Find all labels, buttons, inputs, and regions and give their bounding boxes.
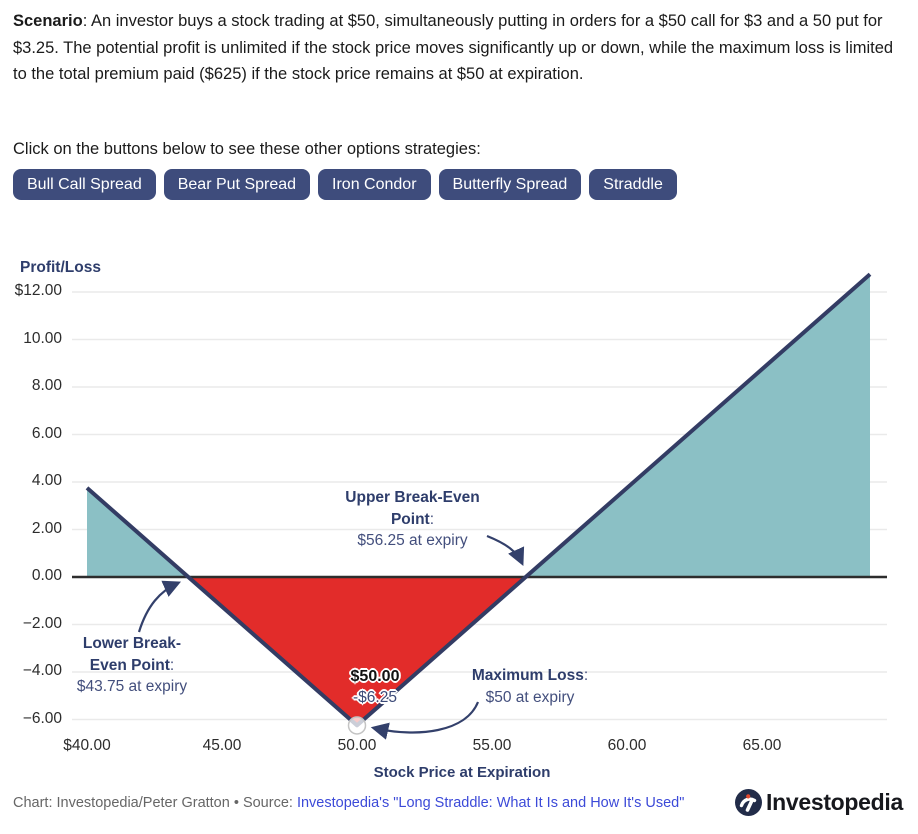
strategy-button-iron-condor[interactable]: Iron Condor: [318, 169, 431, 200]
x-tick-label: $40.00: [63, 737, 111, 754]
tooltip-price: $50.00: [350, 668, 400, 685]
y-tick-label: $12.00: [14, 282, 62, 299]
y-tick-label: −6.00: [22, 709, 62, 727]
x-tick-label: 50.00: [337, 737, 377, 754]
y-tick-label: 8.00: [31, 377, 62, 394]
max-loss-arrow: [370, 701, 480, 740]
x-tick-label: 45.00: [202, 737, 242, 754]
x-tick-label: 55.00: [472, 737, 512, 754]
min-point-tooltip: $50.00 -$6.25: [327, 666, 423, 708]
upper-breakeven-title: Upper Break-Even Point: [345, 489, 480, 528]
strategy-button-bear-put-spread[interactable]: Bear Put Spread: [163, 169, 311, 200]
y-tick-label: 6.00: [31, 424, 62, 442]
x-tick-label: 60.00: [607, 737, 647, 754]
x-tick-label: 65.00: [742, 737, 782, 754]
tooltip-value: -$6.25: [353, 689, 397, 706]
credit-text: Chart: Investopedia/Peter Gratton • Sour…: [13, 795, 297, 811]
investopedia-logo: Investopedia: [735, 789, 903, 816]
upper-breakeven-value: $56.25 at expiry: [357, 532, 468, 549]
strategy-button-butterfly-spread[interactable]: Butterfly Spread: [438, 169, 582, 200]
upper-breakeven-arrow: [486, 534, 525, 567]
scenario-text: Scenario: An investor buys a stock tradi…: [13, 8, 910, 88]
max-loss-title: Maximum Loss: [471, 667, 584, 684]
upper-breakeven-annotation: Upper Break-Even Point: $56.25 at expiry: [330, 487, 495, 552]
loss-area: [188, 577, 526, 726]
lower-breakeven-title: Lower Break-Even Point: [82, 635, 182, 674]
scenario-label: Scenario: [13, 12, 83, 30]
max-loss-annotation: Maximum Loss: $50 at expiry: [440, 665, 620, 708]
cta-text: Click on the buttons below to see these …: [13, 140, 481, 158]
scenario-body: : An investor buys a stock trading at $5…: [13, 12, 894, 83]
max-loss-value: $50 at expiry: [485, 688, 575, 706]
y-tick-label: −2.00: [22, 614, 62, 632]
investopedia-logo-text: Investopedia: [766, 789, 903, 815]
y-tick-label: 10.00: [23, 329, 62, 347]
y-tick-label: 4.00: [31, 472, 62, 489]
min-point-marker[interactable]: [347, 716, 367, 735]
y-tick-label: 2.00: [31, 519, 62, 537]
lower-breakeven-arrow: [137, 580, 182, 633]
source-link[interactable]: Investopedia's "Long Straddle: What It I…: [296, 795, 685, 811]
footer-credit: Chart: Investopedia/Peter Gratton • Sour…: [13, 795, 684, 811]
strategy-button-bull-call-spread[interactable]: Bull Call Spread: [13, 169, 156, 200]
chart-canvas: [72, 272, 887, 740]
y-tick-label: 0.00: [31, 567, 62, 584]
lower-breakeven-value: $43.75 at expiry: [76, 678, 188, 695]
y-axis-title: Profit/Loss: [20, 259, 101, 276]
investopedia-logo-icon: [735, 789, 762, 816]
x-axis-title: Stock Price at Expiration: [373, 764, 551, 781]
lower-breakeven-annotation: Lower Break-Even Point: $43.75 at expiry: [68, 633, 196, 698]
strategy-button-row: Bull Call Spread Bear Put Spread Iron Cond…: [13, 169, 677, 200]
strategy-button-straddle[interactable]: Straddle: [589, 169, 677, 200]
y-tick-label: −4.00: [22, 662, 62, 679]
payoff-chart: Profit/Loss Upper Break-Even Point: $56.…: [0, 250, 918, 795]
